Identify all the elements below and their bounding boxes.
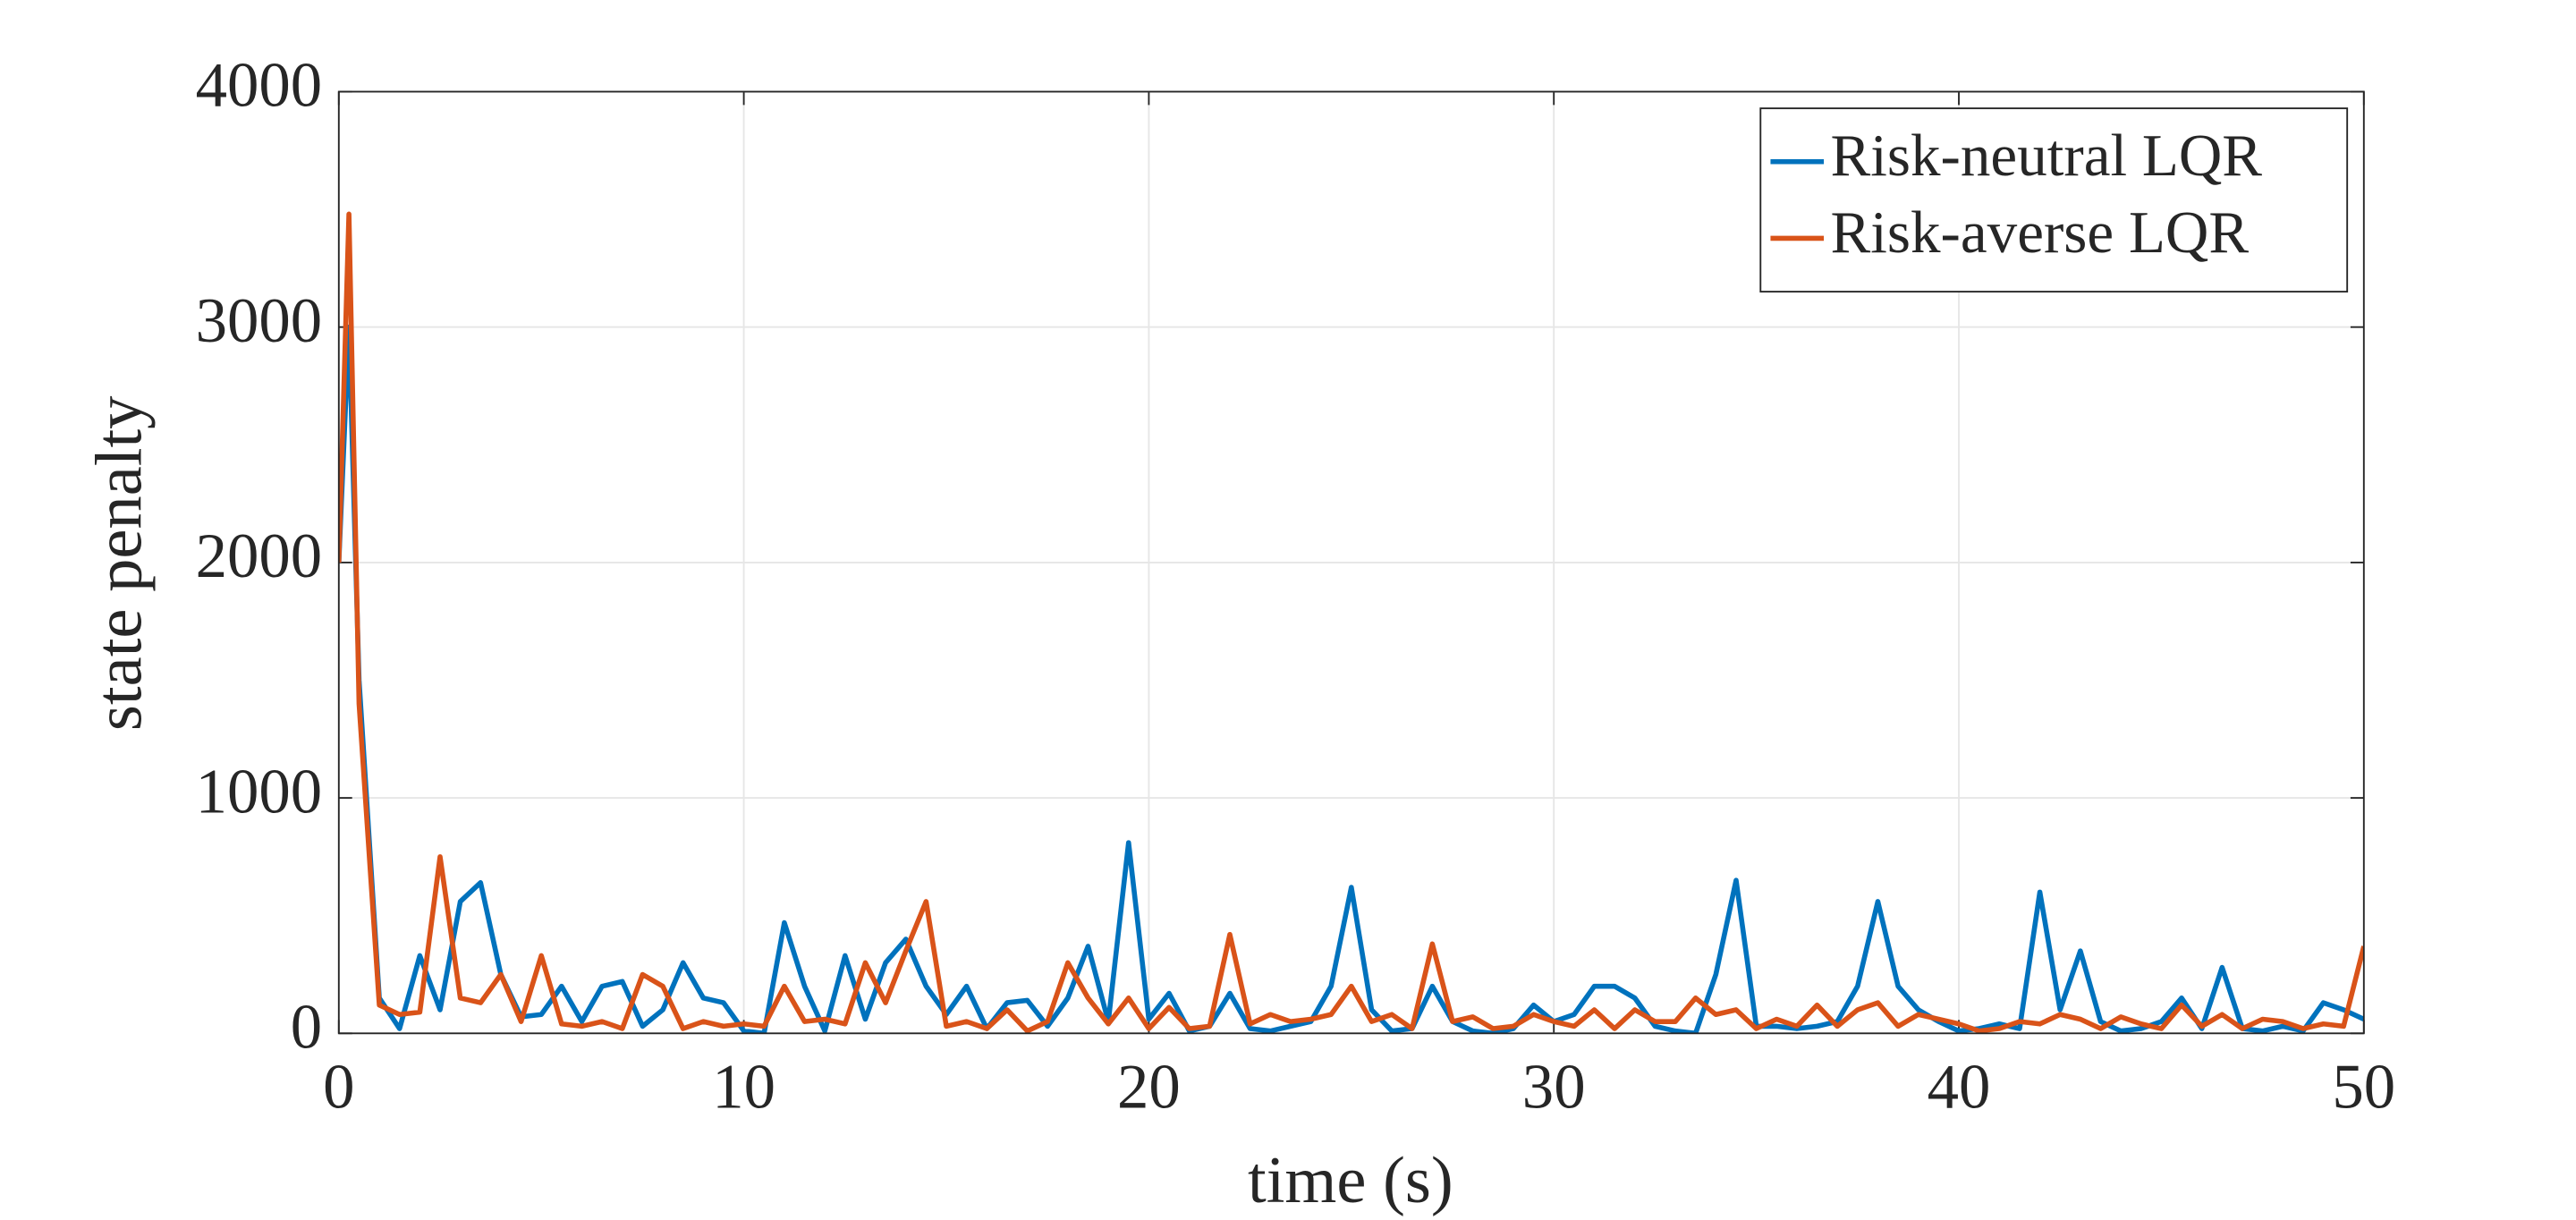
series-line [338, 211, 2364, 1034]
y-tick-label: 2000 [196, 521, 323, 591]
x-tick-label: 10 [712, 1053, 775, 1123]
legend-label: Risk-neutral LQR [1831, 122, 2263, 189]
y-tick-label: 0 [291, 993, 322, 1063]
x-axis-label: time (s) [1248, 1144, 1453, 1217]
y-tick-label: 3000 [196, 286, 323, 356]
x-tick-label: 30 [1522, 1053, 1586, 1123]
legend-box [1759, 107, 2349, 293]
plot-frame [337, 90, 2365, 1035]
y-axis-label: state penalty [82, 396, 156, 732]
x-tick-label: 40 [1928, 1053, 1991, 1123]
y-tick-label: 4000 [196, 51, 323, 121]
x-tick-label: 0 [323, 1053, 354, 1123]
y-tick-label: 1000 [196, 757, 323, 826]
x-tick-label: 50 [2332, 1053, 2395, 1123]
x-tick-label: 20 [1117, 1053, 1181, 1123]
legend-label: Risk-averse LQR [1831, 199, 2250, 266]
series-line [338, 324, 2364, 1034]
